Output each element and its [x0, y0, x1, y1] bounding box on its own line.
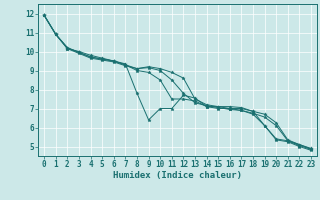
X-axis label: Humidex (Indice chaleur): Humidex (Indice chaleur)	[113, 171, 242, 180]
